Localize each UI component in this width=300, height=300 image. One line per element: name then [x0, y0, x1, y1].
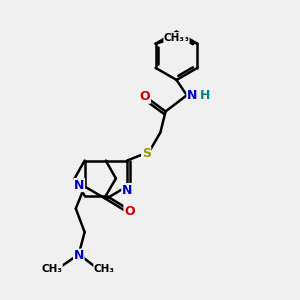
Text: CH₃: CH₃: [94, 264, 115, 274]
Text: N: N: [187, 89, 197, 102]
Text: CH₃: CH₃: [164, 33, 185, 43]
Text: N: N: [74, 178, 85, 191]
Text: S: S: [142, 147, 151, 160]
Text: H: H: [200, 89, 210, 102]
Text: N: N: [122, 184, 132, 196]
Text: O: O: [124, 205, 135, 218]
Text: N: N: [74, 249, 84, 262]
Text: CH₃: CH₃: [168, 33, 189, 43]
Text: CH₃: CH₃: [41, 264, 62, 274]
Text: O: O: [140, 90, 150, 103]
